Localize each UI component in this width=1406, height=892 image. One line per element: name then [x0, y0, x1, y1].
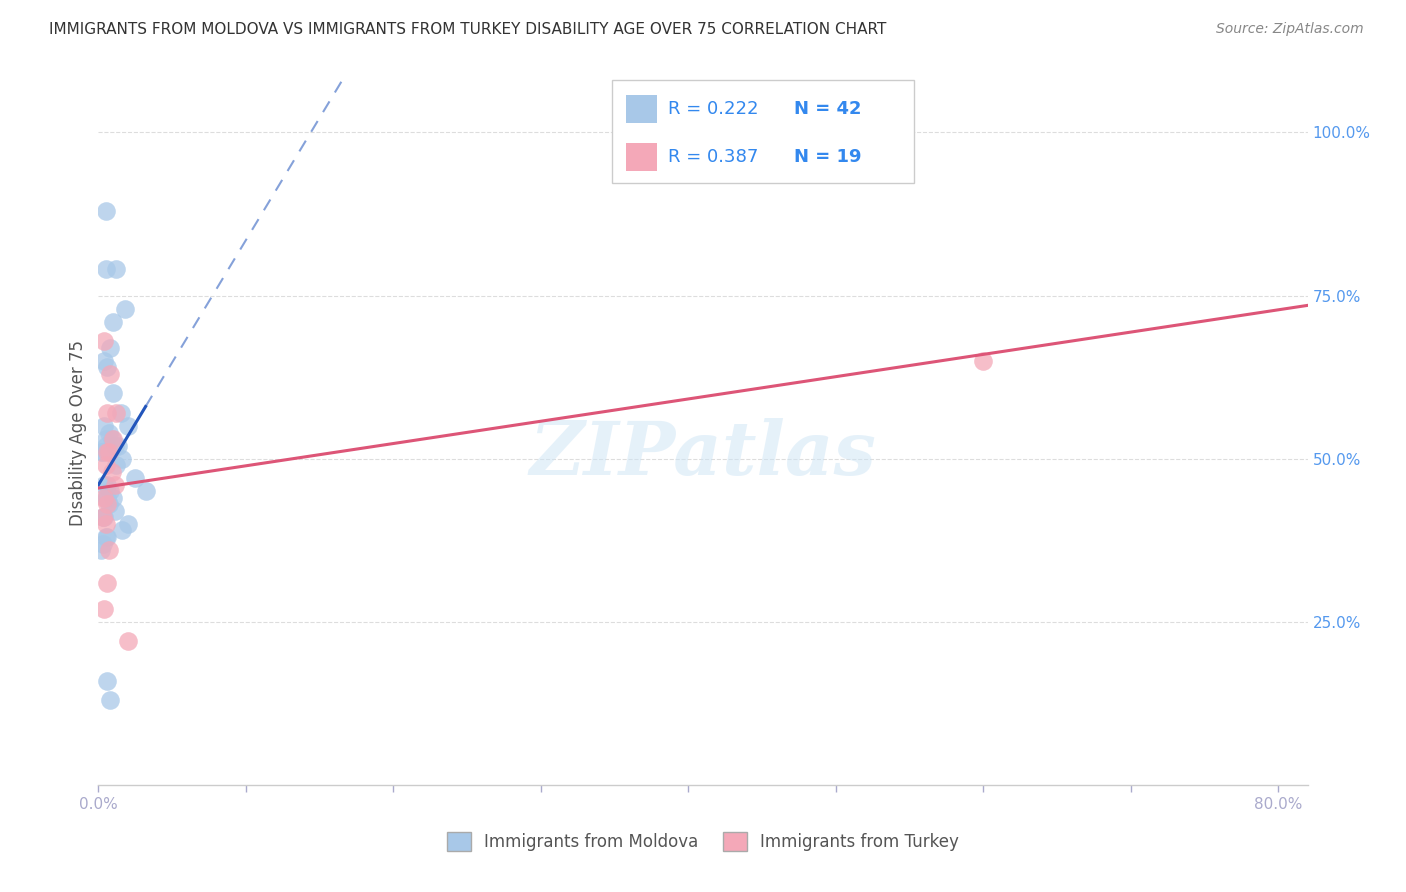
- Y-axis label: Disability Age Over 75: Disability Age Over 75: [69, 340, 87, 525]
- Point: [97, 425, 120, 440]
- Point: [101, 491, 124, 505]
- Point: [96, 445, 118, 459]
- Point: [96, 491, 118, 505]
- Point: [972, 354, 994, 368]
- Legend: Immigrants from Moldova, Immigrants from Turkey: Immigrants from Moldova, Immigrants from…: [440, 825, 966, 858]
- Point: [96, 497, 118, 511]
- Point: [104, 478, 127, 492]
- Point: [97, 497, 120, 511]
- Point: [98, 693, 121, 707]
- Point: [90, 445, 112, 459]
- Point: [96, 673, 118, 688]
- Point: [107, 439, 129, 453]
- Point: [98, 484, 121, 499]
- Point: [90, 543, 112, 558]
- Point: [117, 634, 139, 648]
- Point: [124, 471, 146, 485]
- Point: [100, 465, 122, 479]
- Point: [117, 419, 139, 434]
- Text: R = 0.222: R = 0.222: [668, 100, 758, 118]
- Point: [93, 334, 115, 349]
- Point: [105, 458, 128, 473]
- Point: [110, 406, 132, 420]
- Text: N = 42: N = 42: [794, 100, 862, 118]
- Point: [96, 360, 118, 375]
- Point: [94, 439, 117, 453]
- Point: [93, 510, 115, 524]
- Point: [96, 575, 118, 590]
- Point: [100, 432, 122, 446]
- Point: [105, 262, 128, 277]
- Point: [94, 458, 117, 473]
- Point: [98, 341, 121, 355]
- Point: [101, 432, 124, 446]
- Point: [91, 445, 114, 459]
- Text: IMMIGRANTS FROM MOLDOVA VS IMMIGRANTS FROM TURKEY DISABILITY AGE OVER 75 CORRELA: IMMIGRANTS FROM MOLDOVA VS IMMIGRANTS FR…: [49, 22, 887, 37]
- Point: [104, 504, 127, 518]
- Text: Source: ZipAtlas.com: Source: ZipAtlas.com: [1216, 22, 1364, 37]
- Point: [91, 510, 114, 524]
- Point: [93, 478, 115, 492]
- Point: [93, 491, 115, 505]
- Text: N = 19: N = 19: [794, 148, 862, 166]
- Point: [96, 478, 118, 492]
- Point: [94, 262, 117, 277]
- Point: [93, 602, 115, 616]
- Point: [105, 406, 128, 420]
- Point: [94, 203, 117, 218]
- Point: [117, 516, 139, 531]
- Point: [96, 530, 118, 544]
- Point: [93, 419, 115, 434]
- Point: [101, 386, 124, 401]
- Point: [94, 432, 117, 446]
- Point: [111, 451, 134, 466]
- Point: [93, 354, 115, 368]
- Text: R = 0.387: R = 0.387: [668, 148, 758, 166]
- Point: [114, 301, 136, 316]
- Point: [104, 439, 127, 453]
- Point: [98, 367, 121, 381]
- Point: [96, 406, 118, 420]
- Point: [94, 516, 117, 531]
- Point: [94, 491, 117, 505]
- Point: [101, 315, 124, 329]
- Point: [91, 536, 114, 550]
- Point: [94, 530, 117, 544]
- Point: [135, 484, 157, 499]
- Point: [111, 524, 134, 538]
- Text: ZIPatlas: ZIPatlas: [530, 417, 876, 490]
- Point: [91, 510, 114, 524]
- Point: [97, 543, 120, 558]
- Point: [97, 445, 120, 459]
